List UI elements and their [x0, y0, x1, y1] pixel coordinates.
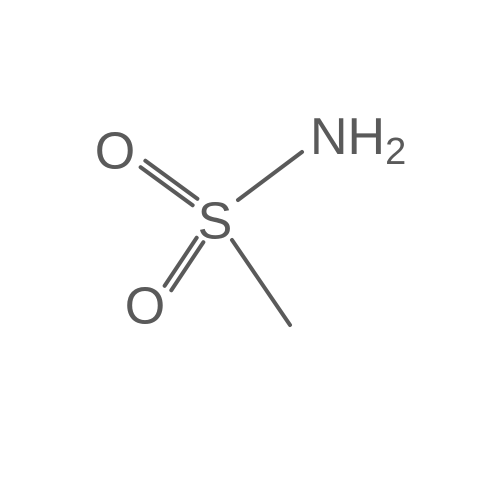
atom-amine: NH2 [310, 108, 406, 173]
atom-oxygen-2: O [125, 278, 165, 336]
atom-oxygen-1: O [95, 123, 135, 181]
atom-sulfur: S [198, 193, 233, 251]
molecule-diagram: SOONH2 [0, 0, 500, 500]
